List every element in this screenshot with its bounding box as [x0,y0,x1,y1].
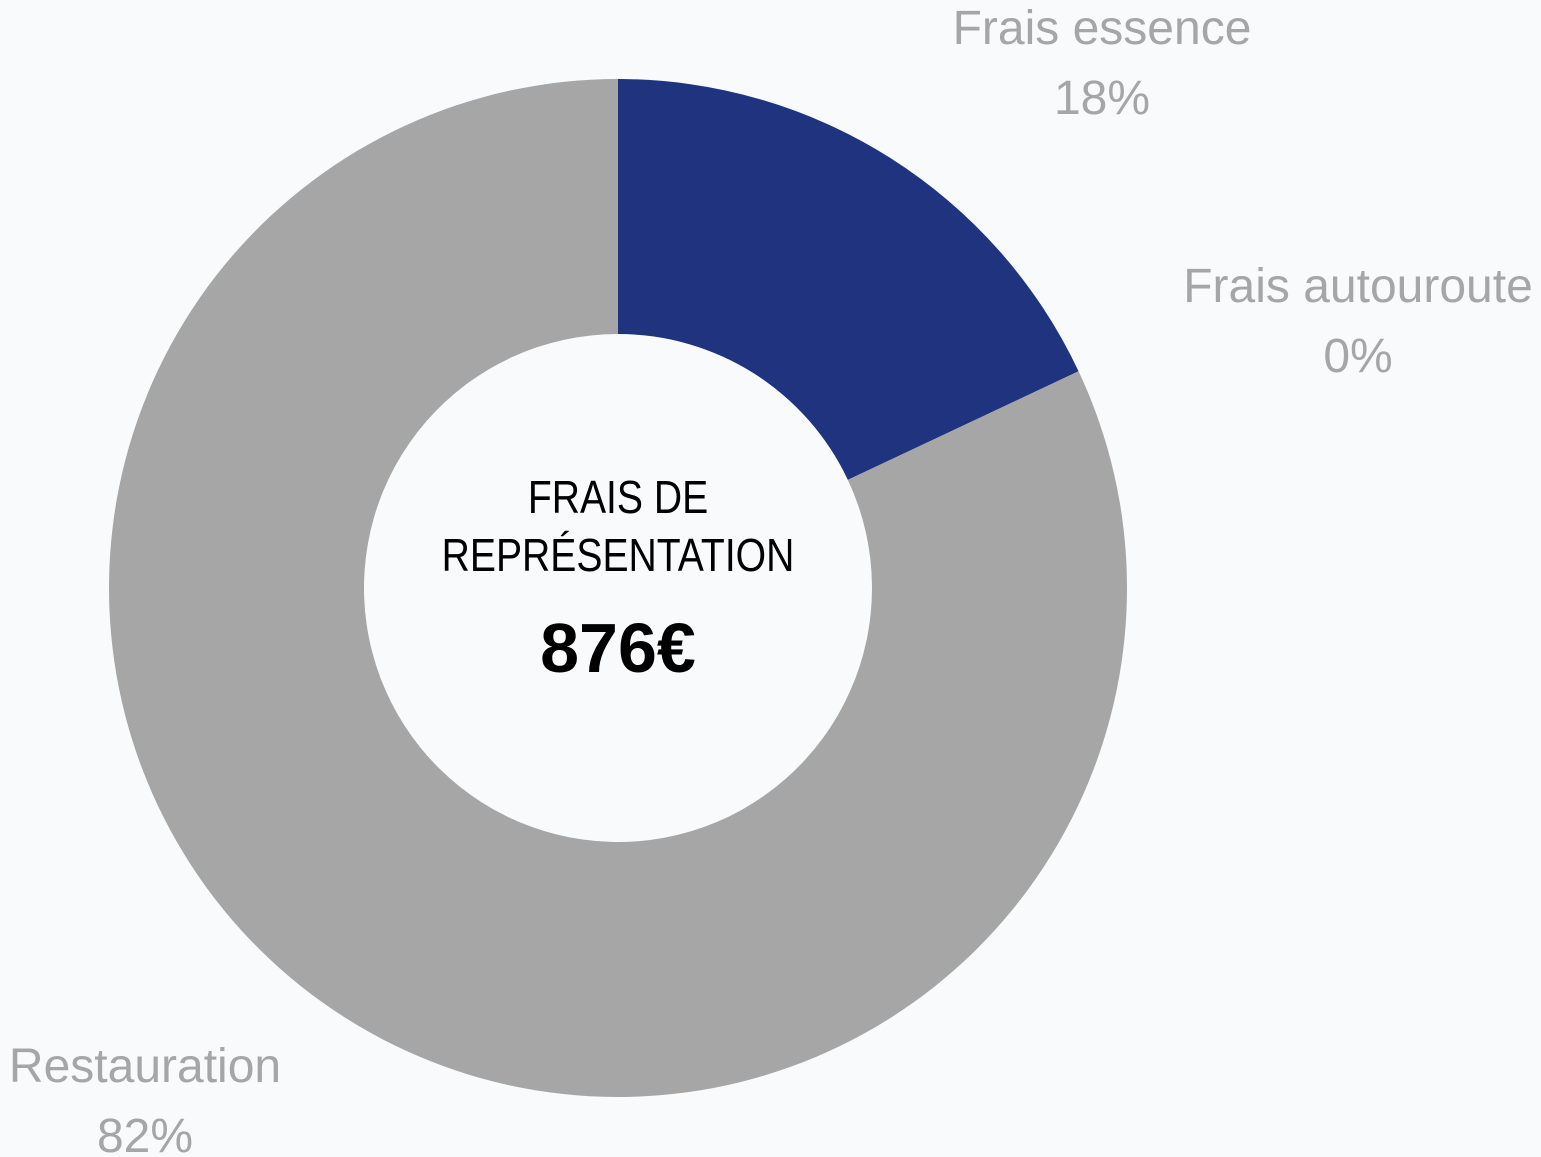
center-value: 876€ [540,609,696,687]
donut-segment [109,78,1127,1098]
center-title: FRAIS DE REPRÉSENTATION [441,471,795,581]
center-label: FRAIS DE REPRÉSENTATION 876€ [408,468,828,688]
segment-value-label: 18% [1054,72,1150,125]
segment-label: Restauration [9,1040,281,1093]
segment-label: Frais essence [953,2,1252,55]
donut-segment [618,79,1079,480]
segment-value-label: 0% [1323,330,1392,383]
segment-value-label: 82% [97,1110,193,1157]
segment-label: Frais autouroute [1183,260,1533,313]
